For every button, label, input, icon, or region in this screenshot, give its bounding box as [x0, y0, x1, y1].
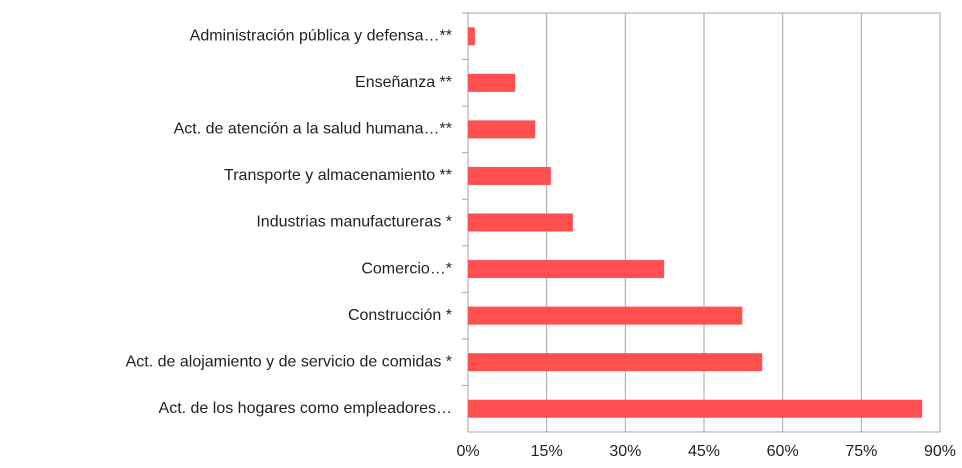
bar [468, 306, 743, 325]
y-tick-label: Comercio…* [361, 260, 452, 277]
y-tick-label: Transporte y almacenamiento ** [224, 167, 452, 184]
bar [468, 399, 923, 418]
y-tick-label: Administración pública y defensa…** [190, 27, 452, 44]
x-tick-label: 75% [845, 443, 877, 460]
x-tick-label: 60% [767, 443, 799, 460]
bar [468, 120, 536, 139]
x-tick-label: 30% [609, 443, 641, 460]
y-tick-label: Act. de los hogares como empleadores… [159, 400, 452, 417]
bar [468, 27, 475, 46]
x-tick-label: 45% [688, 443, 720, 460]
x-tick-label: 15% [531, 443, 563, 460]
bar [468, 353, 763, 372]
x-tick-label: 0% [456, 443, 479, 460]
bar [468, 213, 573, 232]
y-tick-label: Act. de atención a la salud humana…** [174, 121, 452, 138]
y-tick-label: Act. de alojamiento y de servicio de com… [126, 353, 452, 370]
bar [468, 166, 551, 185]
y-tick-label: Enseñanza ** [355, 74, 452, 91]
y-tick-label: Industrias manufactureras * [256, 214, 452, 231]
bar [468, 73, 516, 92]
bar [468, 260, 665, 279]
x-tick-label: 90% [924, 443, 956, 460]
y-tick-label: Construcción * [348, 307, 452, 324]
